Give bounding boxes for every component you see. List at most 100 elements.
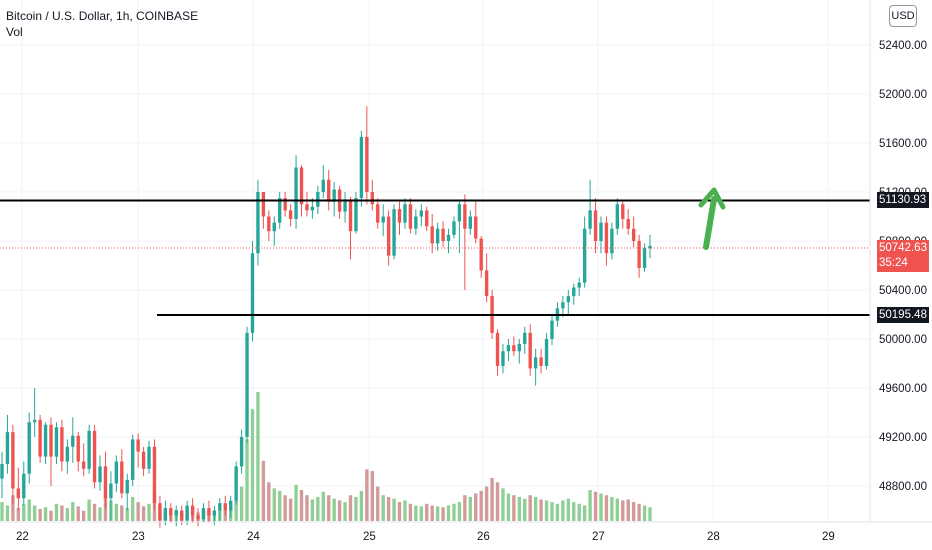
- volume-bar: [256, 392, 260, 521]
- candle-body: [38, 419, 42, 457]
- volume-bar: [337, 500, 342, 521]
- volume-bar: [474, 493, 478, 521]
- volume-bar: [468, 496, 472, 521]
- candle-body: [267, 216, 271, 232]
- candle-body: [550, 320, 554, 339]
- candle-body: [425, 210, 429, 227]
- volume-bar: [539, 499, 543, 521]
- volume-bar: [114, 503, 119, 521]
- volume-bar: [272, 488, 276, 521]
- volume-bar: [27, 499, 31, 521]
- x-tick-label: 22: [16, 531, 29, 543]
- candle-body: [577, 282, 581, 288]
- price-axis[interactable]: 52400.0052000.0051600.0051200.0050800.00…: [869, 0, 927, 522]
- x-tick-label: 28: [707, 531, 720, 543]
- volume-bar: [452, 503, 456, 521]
- volume-bar: [250, 409, 255, 521]
- candle-body: [294, 167, 298, 219]
- volume-bar: [239, 486, 244, 521]
- volume-bar: [32, 505, 37, 521]
- volume-bar: [98, 507, 102, 521]
- volume-bar: [550, 502, 554, 521]
- volume-bar: [381, 495, 385, 521]
- volume-bar: [397, 502, 402, 521]
- candle-body: [201, 508, 206, 520]
- candle-body: [120, 461, 124, 494]
- chart-legend: Bitcoin / U.S. Dollar, 1h, COINBASE Vol: [6, 8, 198, 40]
- volume-bar: [512, 495, 516, 521]
- candle-body: [22, 473, 26, 499]
- volume-bar: [457, 502, 462, 521]
- current-price-value: 50742.63: [879, 242, 927, 255]
- volume-bar: [479, 490, 483, 521]
- candle-body: [523, 332, 527, 344]
- candle-body: [212, 510, 217, 516]
- candle-body: [582, 228, 587, 283]
- candle-body: [87, 430, 91, 469]
- volume-bar: [414, 505, 418, 521]
- volume-bar: [310, 499, 315, 521]
- volume-bar: [588, 490, 592, 521]
- candle-body: [180, 510, 184, 521]
- volume-bar: [92, 503, 97, 521]
- candle-body: [327, 179, 331, 202]
- candle-body: [27, 422, 31, 474]
- candle-body: [544, 339, 549, 366]
- candle-body: [468, 216, 472, 229]
- y-tick-label: 49200.00: [879, 432, 927, 444]
- volume-bar: [147, 503, 151, 521]
- volume-bar: [561, 500, 565, 521]
- y-tick-label: 50000.00: [879, 334, 927, 346]
- volume-bar: [446, 505, 451, 521]
- candle-body: [566, 296, 571, 303]
- volume-bar: [506, 493, 511, 521]
- symbol-title[interactable]: Bitcoin / U.S. Dollar, 1h, COINBASE: [6, 9, 199, 23]
- currency-button[interactable]: USD: [889, 5, 917, 27]
- candle-body: [419, 210, 423, 217]
- candle-body: [376, 204, 380, 223]
- volume-bar: [120, 505, 124, 521]
- candle-body: [517, 343, 521, 352]
- volume-bar: [631, 502, 636, 521]
- volume-bar: [321, 491, 325, 521]
- candle-body: [305, 204, 309, 211]
- volume-indicator-label[interactable]: Vol: [6, 25, 23, 39]
- candle-body: [131, 439, 135, 480]
- volume-bar: [49, 510, 53, 521]
- volume-bar: [0, 502, 4, 521]
- volume-bar: [5, 505, 10, 521]
- y-tick-label: 52000.00: [879, 89, 927, 101]
- candle-body: [71, 435, 75, 447]
- volume-bar: [501, 488, 505, 521]
- volume-bar: [528, 495, 532, 521]
- candle-body: [457, 204, 462, 222]
- candle-body: [386, 216, 391, 256]
- candle-body: [5, 432, 10, 464]
- volume-bar: [103, 495, 108, 521]
- volume-bar: [81, 510, 86, 521]
- candle-body: [316, 192, 320, 207]
- candle-body: [310, 206, 315, 211]
- candle-body: [32, 419, 37, 423]
- volume-bar: [71, 502, 75, 521]
- candle-body: [408, 204, 413, 229]
- volume-bar: [223, 510, 227, 521]
- candle-body: [245, 332, 249, 437]
- volume-bar: [419, 506, 423, 521]
- candle-body: [343, 199, 347, 212]
- volume-bar: [441, 507, 445, 521]
- candle-body: [196, 515, 200, 520]
- candle-body: [218, 503, 222, 511]
- candle-body: [615, 204, 620, 229]
- candle-body: [359, 136, 364, 199]
- candle-body: [463, 204, 467, 229]
- y-tick-label: 48800.00: [879, 481, 927, 493]
- time-axis[interactable]: 22 23 24 25 26 27 28 29: [0, 521, 932, 543]
- y-tick-label: 51600.00: [879, 138, 927, 150]
- volume-bar: [577, 503, 581, 521]
- up-arrow-drawing[interactable]: [698, 187, 726, 250]
- volume-bar: [60, 505, 64, 521]
- candle-body: [207, 508, 211, 516]
- candle-body: [49, 424, 53, 457]
